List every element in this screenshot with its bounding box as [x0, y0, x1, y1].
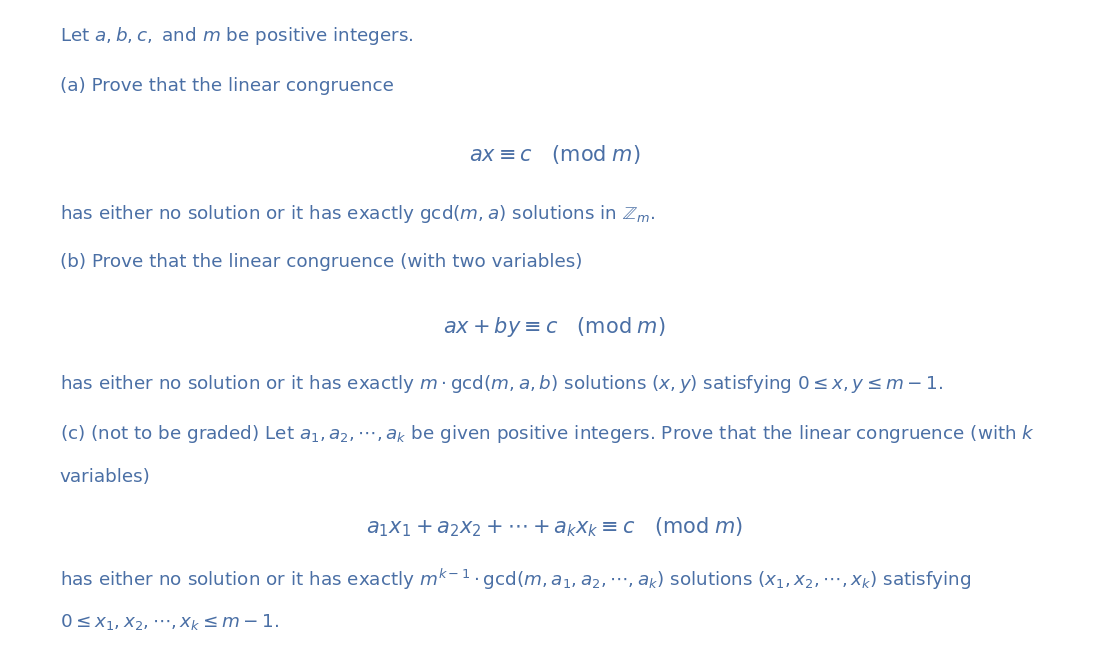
Text: (a) Prove that the linear congruence: (a) Prove that the linear congruence [60, 77, 394, 95]
Text: $0 \leq x_1, x_2, \cdots, x_k \leq m - 1$.: $0 \leq x_1, x_2, \cdots, x_k \leq m - 1… [60, 612, 279, 631]
Text: has either no solution or it has exactly $\mathrm{gcd}(m, a)$ solutions in $\mat: has either no solution or it has exactly… [60, 202, 655, 225]
Text: (c) (not to be graded) Let $a_1, a_2, \cdots, a_k$ be given positive integers. P: (c) (not to be graded) Let $a_1, a_2, \c… [60, 423, 1035, 445]
Text: $ax + by \equiv c \quad (\mathrm{mod}\; m)$: $ax + by \equiv c \quad (\mathrm{mod}\; … [444, 316, 665, 339]
Text: Let $a, b, c,$ and $m$ be positive integers.: Let $a, b, c,$ and $m$ be positive integ… [60, 25, 414, 47]
Text: has either no solution or it has exactly $m^{k-1} \cdot \mathrm{gcd}(m, a_1, a_2: has either no solution or it has exactly… [60, 567, 971, 592]
Text: $a_1 x_1 + a_2 x_2 + \cdots + a_k x_k \equiv c \quad (\mathrm{mod}\; m)$: $a_1 x_1 + a_2 x_2 + \cdots + a_k x_k \e… [366, 516, 743, 539]
Text: (b) Prove that the linear congruence (with two variables): (b) Prove that the linear congruence (wi… [60, 253, 582, 271]
Text: $ax \equiv c \quad (\mathrm{mod}\; m)$: $ax \equiv c \quad (\mathrm{mod}\; m)$ [469, 143, 640, 167]
Text: has either no solution or it has exactly $m \cdot \mathrm{gcd}(m, a, b)$ solutio: has either no solution or it has exactly… [60, 373, 943, 395]
Text: variables): variables) [60, 467, 151, 486]
